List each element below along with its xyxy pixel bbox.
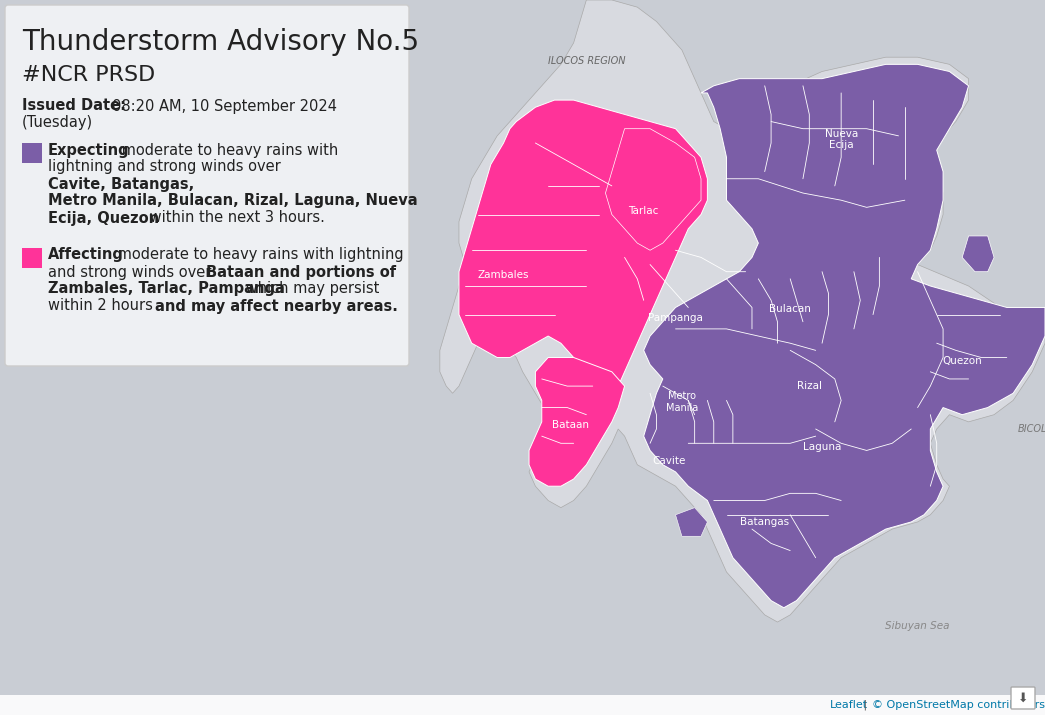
Text: Ecija, Quezon: Ecija, Quezon [48, 210, 159, 225]
Polygon shape [605, 129, 701, 250]
Text: Cavite, Batangas,: Cavite, Batangas, [48, 177, 194, 192]
Text: which may persist: which may persist [241, 282, 379, 297]
Bar [0, 695, 1045, 715]
Text: Bulacan: Bulacan [769, 304, 811, 314]
Text: Zambales, Tarlac, Pampanga: Zambales, Tarlac, Pampanga [48, 282, 285, 297]
Text: Rizal: Rizal [796, 381, 821, 391]
FancyBboxPatch shape [5, 5, 409, 366]
Polygon shape [440, 0, 1045, 622]
Text: moderate to heavy rains with lightning: moderate to heavy rains with lightning [113, 247, 403, 262]
Text: Expecting: Expecting [48, 142, 130, 157]
Text: Thunderstorm Advisory No.5: Thunderstorm Advisory No.5 [22, 28, 419, 56]
Text: Cavite: Cavite [652, 456, 686, 466]
Text: within the next 3 hours.: within the next 3 hours. [145, 210, 325, 225]
Text: Sibuyan Sea: Sibuyan Sea [885, 621, 950, 631]
Bar [22, 143, 42, 163]
Text: Leaflet: Leaflet [830, 700, 868, 710]
Text: Zambales: Zambales [478, 270, 530, 280]
Polygon shape [459, 100, 707, 386]
Text: and strong winds over: and strong winds over [48, 265, 216, 280]
Polygon shape [529, 358, 625, 486]
Text: #NCR PRSD: #NCR PRSD [22, 65, 156, 85]
Text: Tarlac: Tarlac [628, 206, 659, 216]
Text: Metro Manila, Bulacan, Rizal, Laguna, Nueva: Metro Manila, Bulacan, Rizal, Laguna, Nu… [48, 194, 418, 209]
Text: ILOCOS REGION: ILOCOS REGION [548, 56, 625, 66]
Text: |: | [860, 700, 870, 710]
Text: Affecting: Affecting [48, 247, 124, 262]
FancyBboxPatch shape [1011, 687, 1035, 709]
Text: lightning and strong winds over: lightning and strong winds over [48, 159, 285, 174]
Bar [22, 248, 42, 268]
Text: BICOL: BICOL [1018, 424, 1045, 434]
Polygon shape [962, 236, 994, 272]
Text: ⬇: ⬇ [1018, 691, 1028, 704]
Text: Nueva
Ecija: Nueva Ecija [825, 129, 858, 150]
Text: and may affect nearby areas.: and may affect nearby areas. [155, 298, 398, 313]
Text: Batangas: Batangas [740, 517, 789, 527]
Text: Bataan and portions of: Bataan and portions of [206, 265, 396, 280]
Text: Issued Date:: Issued Date: [22, 99, 126, 114]
Text: Pampanga: Pampanga [648, 313, 703, 323]
Text: moderate to heavy rains with: moderate to heavy rains with [117, 142, 339, 157]
Text: within 2 hours: within 2 hours [48, 298, 158, 313]
Text: Quezon: Quezon [943, 356, 982, 366]
Text: (Tuesday): (Tuesday) [22, 114, 93, 129]
Text: 08:20 AM, 10 September 2024: 08:20 AM, 10 September 2024 [112, 99, 336, 114]
Polygon shape [675, 508, 707, 536]
Text: Metro
Manila: Metro Manila [666, 391, 698, 413]
Text: Laguna: Laguna [803, 442, 841, 452]
Text: © OpenStreetMap contributors: © OpenStreetMap contributors [872, 700, 1045, 710]
Polygon shape [644, 64, 1045, 608]
Text: Bataan: Bataan [552, 420, 589, 430]
